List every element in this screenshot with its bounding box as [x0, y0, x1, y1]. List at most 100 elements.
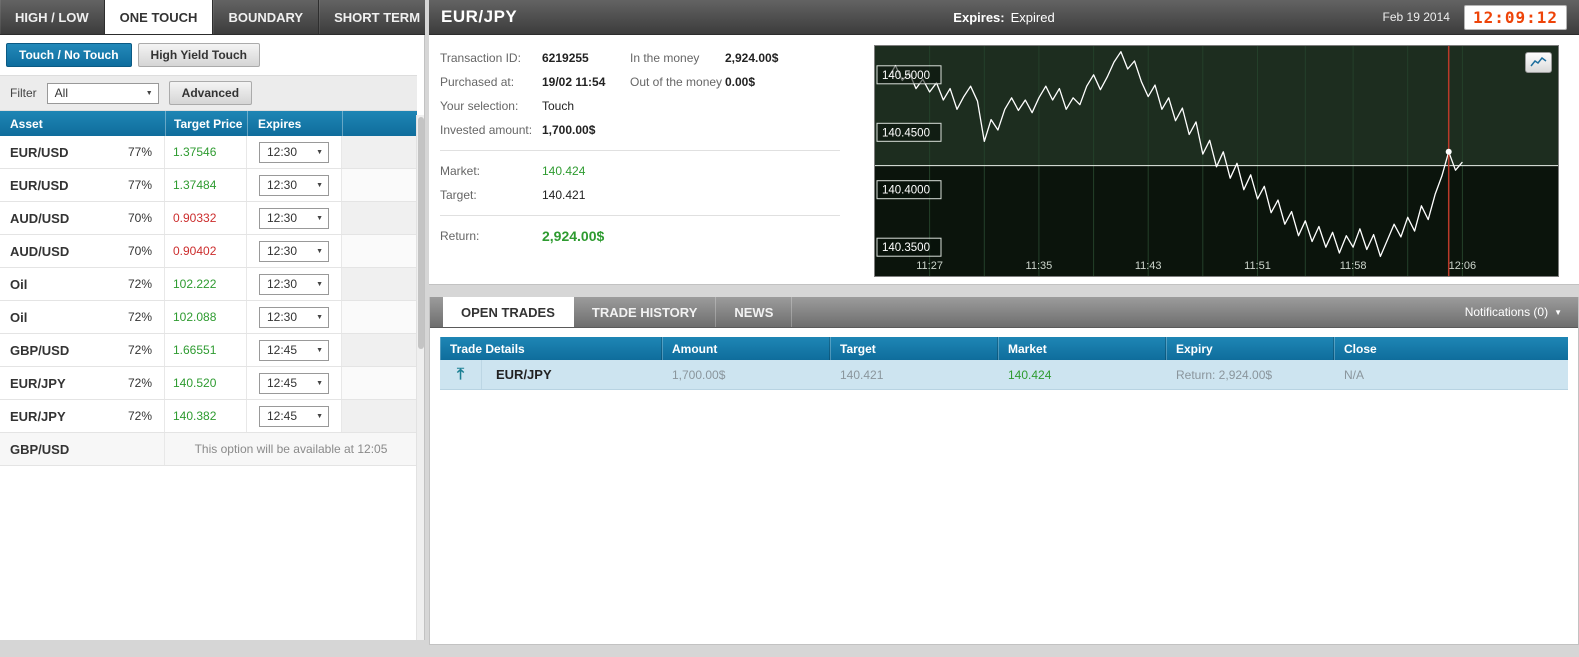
expires-select[interactable]: 12:30 ▼	[259, 273, 329, 295]
expires-select[interactable]: 12:30 ▼	[259, 240, 329, 262]
trade-target: 140.421	[840, 367, 884, 382]
svg-text:11:58: 11:58	[1340, 260, 1367, 272]
trades-panel: OPEN TRADES TRADE HISTORY NEWS Notificat…	[429, 297, 1579, 645]
tab-short-term[interactable]: SHORT TERM	[319, 0, 437, 34]
divider	[440, 215, 840, 216]
target-price: 0.90402	[173, 244, 217, 258]
chevron-down-icon: ▼	[316, 379, 323, 387]
asset-name: AUD/USD	[10, 243, 70, 259]
asset-payout: 72%	[127, 343, 152, 357]
svg-text:140.4500: 140.4500	[882, 127, 930, 139]
asset-name: EUR/USD	[10, 177, 69, 193]
col-expires: Expires	[247, 111, 342, 136]
expires-select[interactable]: 12:30 ▼	[259, 306, 329, 328]
filter-select[interactable]: All ▼	[46, 82, 159, 104]
filter-label: Filter	[10, 86, 37, 100]
market-label: Market:	[440, 164, 481, 178]
touch-no-touch-button[interactable]: Touch / No Touch	[6, 43, 132, 67]
touch-up-icon: ⤒	[440, 360, 482, 389]
assets-table-header: Asset Target Price Expires	[0, 111, 417, 136]
out-money-label: Out of the money	[630, 75, 723, 89]
expires-select[interactable]: 12:45 ▼	[259, 405, 329, 427]
tab-trade-history[interactable]: TRADE HISTORY	[574, 297, 717, 327]
col-asset: Asset	[10, 116, 43, 131]
asset-payout: 77%	[127, 178, 152, 192]
expiry-status: Expires: Expired	[953, 9, 1055, 25]
market-value: 140.424	[542, 164, 586, 178]
target-price: 1.37484	[173, 178, 217, 192]
chevron-down-icon: ▼	[316, 412, 323, 420]
divider	[440, 150, 840, 151]
asset-name: Oil	[10, 309, 28, 325]
asset-name: GBP/USD	[10, 342, 70, 358]
transaction-id-value: 6219255	[542, 51, 589, 65]
col-close: Close	[1334, 337, 1568, 360]
advanced-button[interactable]: Advanced	[168, 81, 253, 105]
asset-row[interactable]: EUR/JPY 72% 140.520 12:45 ▼	[0, 367, 417, 400]
open-trade-row[interactable]: ⤒ EUR/JPY 1,700.00$ 140.421 140.424 Retu…	[440, 360, 1568, 390]
trade-expiry: Return: 2,924.00$	[1176, 367, 1273, 382]
asset-payout: 70%	[127, 211, 152, 225]
asset-row-unavailable: GBP/USD This option will be available at…	[0, 433, 417, 466]
asset-payout: 72%	[127, 376, 152, 390]
expires-select[interactable]: 12:30 ▼	[259, 141, 329, 163]
asset-row[interactable]: AUD/USD 70% 0.90402 12:30 ▼	[0, 235, 417, 268]
asset-row[interactable]: AUD/USD 70% 0.90332 12:30 ▼	[0, 202, 417, 235]
asset-row[interactable]: Oil 72% 102.088 12:30 ▼	[0, 301, 417, 334]
svg-text:140.5000: 140.5000	[882, 70, 930, 82]
asset-row[interactable]: EUR/USD 77% 1.37546 12:30 ▼	[0, 136, 417, 169]
col-amount: Amount	[662, 337, 830, 360]
scrollbar-thumb[interactable]	[417, 117, 424, 349]
chevron-down-icon: ▼	[316, 214, 323, 222]
in-money-value: 2,924.00$	[725, 51, 779, 65]
asset-payout: 77%	[127, 145, 152, 159]
touch-subtabs: Touch / No Touch High Yield Touch	[0, 35, 424, 75]
open-trades-table: Trade Details Amount Target Market Expir…	[440, 337, 1568, 390]
asset-name: EUR/USD	[10, 144, 69, 160]
target-price: 0.90332	[173, 211, 217, 225]
tab-boundary[interactable]: BOUNDARY	[213, 0, 320, 34]
chart-type-icon[interactable]	[1525, 52, 1552, 73]
symbol-title: EUR/JPY	[441, 7, 518, 26]
selection-label: Your selection:	[440, 99, 519, 113]
return-label: Return:	[440, 229, 480, 243]
asset-row[interactable]: EUR/USD 77% 1.37484 12:30 ▼	[0, 169, 417, 202]
asset-row[interactable]: GBP/USD 72% 1.66551 12:45 ▼	[0, 334, 417, 367]
assets-rows: EUR/USD 77% 1.37546 12:30 ▼ EUR/USD 77% 1.3…	[0, 136, 424, 466]
expires-select[interactable]: 12:30 ▼	[259, 174, 329, 196]
trade-market: 140.424	[1008, 367, 1052, 382]
out-money-value: 0.00$	[725, 75, 756, 89]
col-trade-details: Trade Details	[440, 337, 662, 360]
target-price: 140.382	[173, 409, 217, 423]
chevron-down-icon: ▼	[316, 313, 323, 321]
tab-one-touch[interactable]: ONE TOUCH	[104, 0, 214, 34]
chart-canvas: 140.5000 140.4500 140.4000 140.3500 11:27 11:…	[875, 46, 1558, 276]
col-target-price: Target Price	[165, 111, 247, 136]
selection-value: Touch	[542, 99, 575, 113]
asset-name: EUR/JPY	[10, 375, 66, 391]
trade-header: EUR/JPY Expires: Expired Feb 19 2014 12:0…	[429, 0, 1579, 35]
asset-row[interactable]: Oil 72% 102.222 12:30 ▼	[0, 268, 417, 301]
assets-scrollbar[interactable]	[416, 115, 424, 640]
current-date: Feb 19 2014	[1382, 10, 1450, 24]
target-label: Target:	[440, 188, 477, 202]
notifications-toggle[interactable]: Notifications (0) ▼	[1464, 305, 1562, 319]
invested-label: Invested amount:	[440, 123, 533, 137]
asset-row[interactable]: EUR/JPY 72% 140.382 12:45 ▼	[0, 400, 417, 433]
expires-select[interactable]: 12:45 ▼	[259, 339, 329, 361]
expires-select[interactable]: 12:45 ▼	[259, 372, 329, 394]
instrument-tabbar: HIGH / LOW ONE TOUCH BOUNDARY SHORT TERM	[0, 0, 437, 35]
asset-name: EUR/JPY	[10, 408, 66, 424]
tab-open-trades[interactable]: OPEN TRADES	[443, 297, 574, 327]
high-yield-touch-button[interactable]: High Yield Touch	[137, 43, 260, 67]
clock-display: 12:09:12	[1463, 4, 1567, 30]
asset-name: Oil	[10, 276, 28, 292]
expires-select[interactable]: 12:30 ▼	[259, 207, 329, 229]
target-price: 1.37546	[173, 145, 217, 159]
col-target: Target	[830, 337, 998, 360]
asset-payout: 72%	[127, 310, 152, 324]
tab-news[interactable]: NEWS	[716, 297, 793, 327]
tab-high-low[interactable]: HIGH / LOW	[0, 0, 105, 34]
purchased-at-label: Purchased at:	[440, 75, 515, 89]
